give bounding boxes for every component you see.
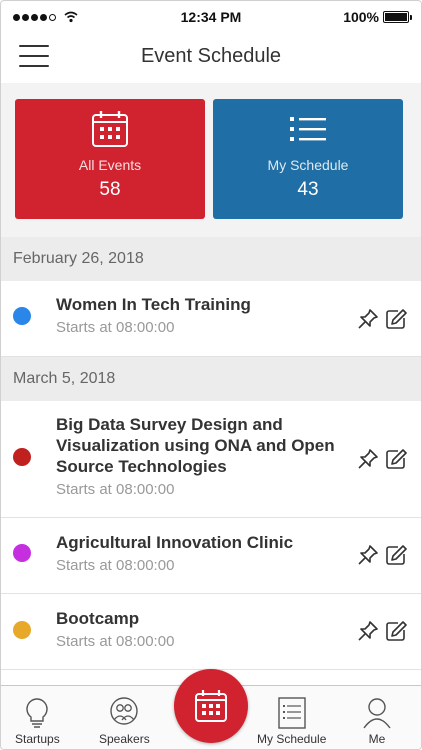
tab-startups-label: Startups [15, 732, 60, 746]
battery-percent: 100% [343, 9, 379, 25]
signal-strength-icon [13, 11, 78, 23]
event-title: Agricultural Innovation Clinic [56, 533, 294, 552]
schedule-fab[interactable] [174, 669, 248, 743]
event-start-time: Starts at 08:00:00 [56, 319, 175, 336]
tab-bar: Startups Speakers [1, 669, 421, 749]
edit-icon[interactable] [385, 448, 407, 470]
page-title: Event Schedule [140, 44, 282, 67]
list-icon [290, 117, 326, 141]
event-start-time: Starts at 08:00:00 [56, 557, 175, 574]
edit-icon[interactable] [385, 308, 407, 330]
event-color-dot [13, 621, 31, 639]
event-color-dot [13, 448, 31, 466]
user-icon [363, 698, 391, 729]
pin-icon[interactable] [357, 620, 379, 642]
tab-speakers-label: Speakers [99, 732, 150, 746]
wifi-icon [64, 11, 78, 23]
event-title: Big Data Survey Design and Visualization… [56, 415, 335, 476]
pin-icon[interactable] [357, 544, 379, 566]
my-schedule-label: My Schedule [267, 157, 349, 173]
edit-icon[interactable] [385, 620, 407, 642]
my-schedule-tile[interactable]: My Schedule 43 [213, 99, 403, 219]
speakers-icon [110, 697, 139, 725]
event-color-dot [13, 544, 31, 562]
tab-me-label: Me [368, 732, 386, 746]
event-row[interactable]: Big Data Survey Design and Visualization… [1, 401, 421, 518]
pin-icon[interactable] [357, 448, 379, 470]
calendar-icon [195, 690, 227, 722]
event-title: Women In Tech Training [56, 295, 251, 314]
date-header: February 26, 2018 [1, 237, 421, 281]
date-header: March 5, 2018 [1, 357, 421, 401]
all-events-count: 58 [99, 179, 121, 200]
menu-icon[interactable] [19, 45, 49, 67]
event-row[interactable]: Bootcamp Starts at 08:00:00 [1, 594, 421, 670]
pin-icon[interactable] [357, 308, 379, 330]
event-color-dot [13, 307, 31, 325]
status-bar: 12:34 PM 100% [1, 1, 421, 33]
tab-speakers[interactable]: Speakers [99, 696, 150, 746]
schedule-list-icon [277, 697, 306, 729]
all-events-label: All Events [78, 157, 142, 173]
event-start-time: Starts at 08:00:00 [56, 481, 175, 498]
event-list: February 26, 2018 Women In Tech Training… [1, 237, 421, 670]
summary-tiles: All Events 58 My Schedule 43 [1, 83, 421, 237]
my-schedule-count: 43 [297, 179, 319, 200]
battery-icon [383, 11, 412, 23]
all-events-tile[interactable]: All Events 58 [15, 99, 205, 219]
tab-me[interactable]: Me [362, 696, 392, 746]
event-row[interactable]: Women In Tech Training Starts at 08:00:0… [1, 281, 421, 357]
calendar-icon [92, 111, 128, 147]
edit-icon[interactable] [385, 544, 407, 566]
event-start-time: Starts at 08:00:00 [56, 633, 175, 650]
lightbulb-icon [26, 698, 49, 728]
event-title: Bootcamp [56, 609, 140, 628]
event-row[interactable]: Agricultural Innovation Clinic Starts at… [1, 518, 421, 594]
tab-startups[interactable]: Startups [15, 696, 60, 746]
navigation-bar: Event Schedule [1, 33, 421, 79]
tab-my-schedule-label: My Schedule [257, 732, 327, 746]
tab-my-schedule[interactable]: My Schedule [257, 696, 326, 746]
